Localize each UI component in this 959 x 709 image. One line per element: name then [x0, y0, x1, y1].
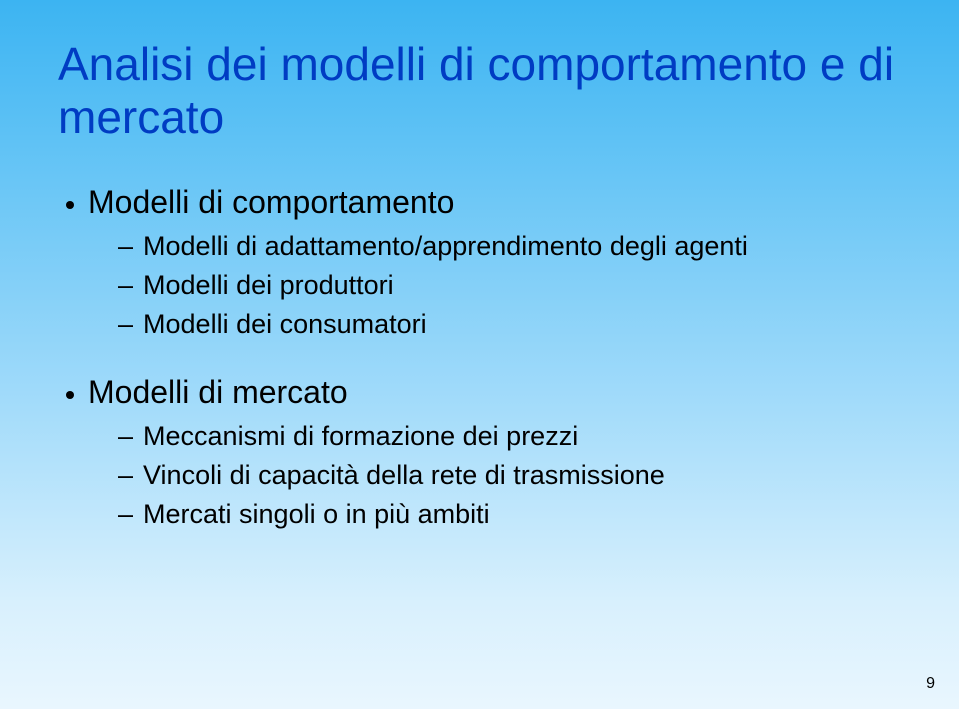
level2-text: Meccanismi di formazione dei prezzi — [143, 421, 578, 452]
level2-text: Modelli di adattamento/apprendimento deg… — [143, 231, 748, 262]
level2-text: Modelli dei consumatori — [143, 309, 427, 340]
bullet-level2: – Mercati singoli o in più ambiti — [118, 499, 901, 530]
level1-text: Modelli di comportamento — [88, 184, 454, 221]
dash-icon: – — [118, 309, 133, 340]
level2-text: Modelli dei produttori — [143, 270, 394, 301]
bullet-icon — [66, 201, 74, 209]
bullet-level2: – Vincoli di capacità della rete di tras… — [118, 460, 901, 491]
bullet-level2: – Modelli dei consumatori — [118, 309, 901, 340]
bullet-level2: – Modelli di adattamento/apprendimento d… — [118, 231, 901, 262]
level2-text: Vincoli di capacità della rete di trasmi… — [143, 460, 665, 491]
page-number: 9 — [926, 675, 935, 693]
level2-group: – Meccanismi di formazione dei prezzi – … — [118, 421, 901, 530]
dash-icon: – — [118, 499, 133, 530]
dash-icon: – — [118, 460, 133, 491]
slide: Analisi dei modelli di comportamento e d… — [0, 0, 959, 709]
dash-icon: – — [118, 270, 133, 301]
bullet-level2: – Modelli dei produttori — [118, 270, 901, 301]
bullet-level1: Modelli di mercato — [66, 374, 901, 411]
level2-group: – Modelli di adattamento/apprendimento d… — [118, 231, 901, 340]
dash-icon: – — [118, 421, 133, 452]
slide-title: Analisi dei modelli di comportamento e d… — [58, 38, 901, 144]
bullet-icon — [66, 391, 74, 399]
bullet-level1: Modelli di comportamento — [66, 184, 901, 221]
dash-icon: – — [118, 231, 133, 262]
level2-text: Mercati singoli o in più ambiti — [143, 499, 490, 530]
level1-text: Modelli di mercato — [88, 374, 348, 411]
bullet-level2: – Meccanismi di formazione dei prezzi — [118, 421, 901, 452]
